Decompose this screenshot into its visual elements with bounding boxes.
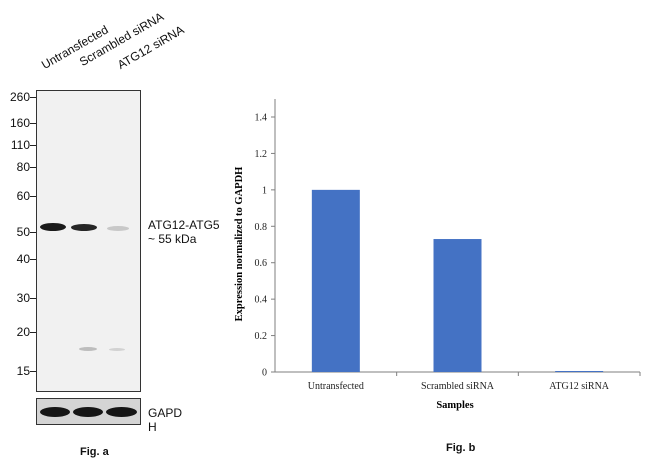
band-faint-low <box>109 348 125 351</box>
x-axis-title: Samples <box>436 400 473 411</box>
y-tick-label: 1.4 <box>255 113 268 124</box>
mw-tick <box>30 298 36 299</box>
y-tick-label: 0.8 <box>255 222 268 233</box>
band-label: ATG12-ATG5 ~ 55 kDa <box>148 218 220 246</box>
y-tick-label: 0.6 <box>255 258 268 269</box>
loading-control-line1: GAPD <box>148 406 183 420</box>
mw-marker: 60 <box>16 189 30 203</box>
mw-marker: 30 <box>16 291 30 305</box>
band-atg12 <box>107 226 129 231</box>
mw-marker: 80 <box>16 160 30 174</box>
gapdh-band <box>40 407 70 417</box>
band-faint-low <box>79 347 97 351</box>
mw-marker: 50 <box>16 225 30 239</box>
figure-label-a: Fig. a <box>80 446 109 458</box>
mw-tick <box>30 97 36 98</box>
x-tick-label: Scrambled siRNA <box>421 381 495 392</box>
y-tick-label: 0.4 <box>255 295 268 306</box>
mw-marker: 40 <box>16 252 30 266</box>
bar <box>311 189 360 372</box>
mw-marker: 110 <box>10 138 30 152</box>
mw-tick <box>30 167 36 168</box>
y-axis-title: Expression normalized to GAPDH <box>234 167 245 322</box>
figure-label-b: Fig. b <box>446 442 476 454</box>
bar <box>433 239 482 372</box>
mw-tick <box>30 259 36 260</box>
band-untransfected <box>40 223 66 231</box>
loading-control-label: GAPD H <box>148 406 182 434</box>
y-tick-label: 0 <box>262 368 267 379</box>
gapdh-band <box>106 407 137 417</box>
blot-membrane <box>36 90 141 392</box>
mw-tick <box>30 123 36 124</box>
mw-marker: 15 <box>16 364 30 378</box>
mw-tick <box>30 371 36 372</box>
mw-tick <box>30 145 36 146</box>
gapdh-blot <box>36 398 141 425</box>
mw-tick <box>30 196 36 197</box>
mw-tick <box>30 332 36 333</box>
loading-control-line2: H <box>148 420 157 434</box>
band-label-size: ~ 55 kDa <box>148 232 197 246</box>
mw-marker: 20 <box>16 325 30 339</box>
x-tick-label: Untransfected <box>308 381 364 392</box>
mw-marker: 160 <box>9 116 30 130</box>
band-scrambled <box>71 224 97 231</box>
gapdh-band <box>73 407 103 417</box>
y-tick-label: 0.2 <box>255 331 268 342</box>
bar <box>555 371 604 372</box>
y-tick-label: 1.2 <box>255 149 268 160</box>
x-tick-label: ATG12 siRNA <box>549 381 610 392</box>
y-tick-label: 1 <box>262 185 267 196</box>
mw-marker: 260 <box>9 90 30 104</box>
band-label-name: ATG12-ATG5 <box>148 218 220 232</box>
mw-tick <box>30 232 36 233</box>
